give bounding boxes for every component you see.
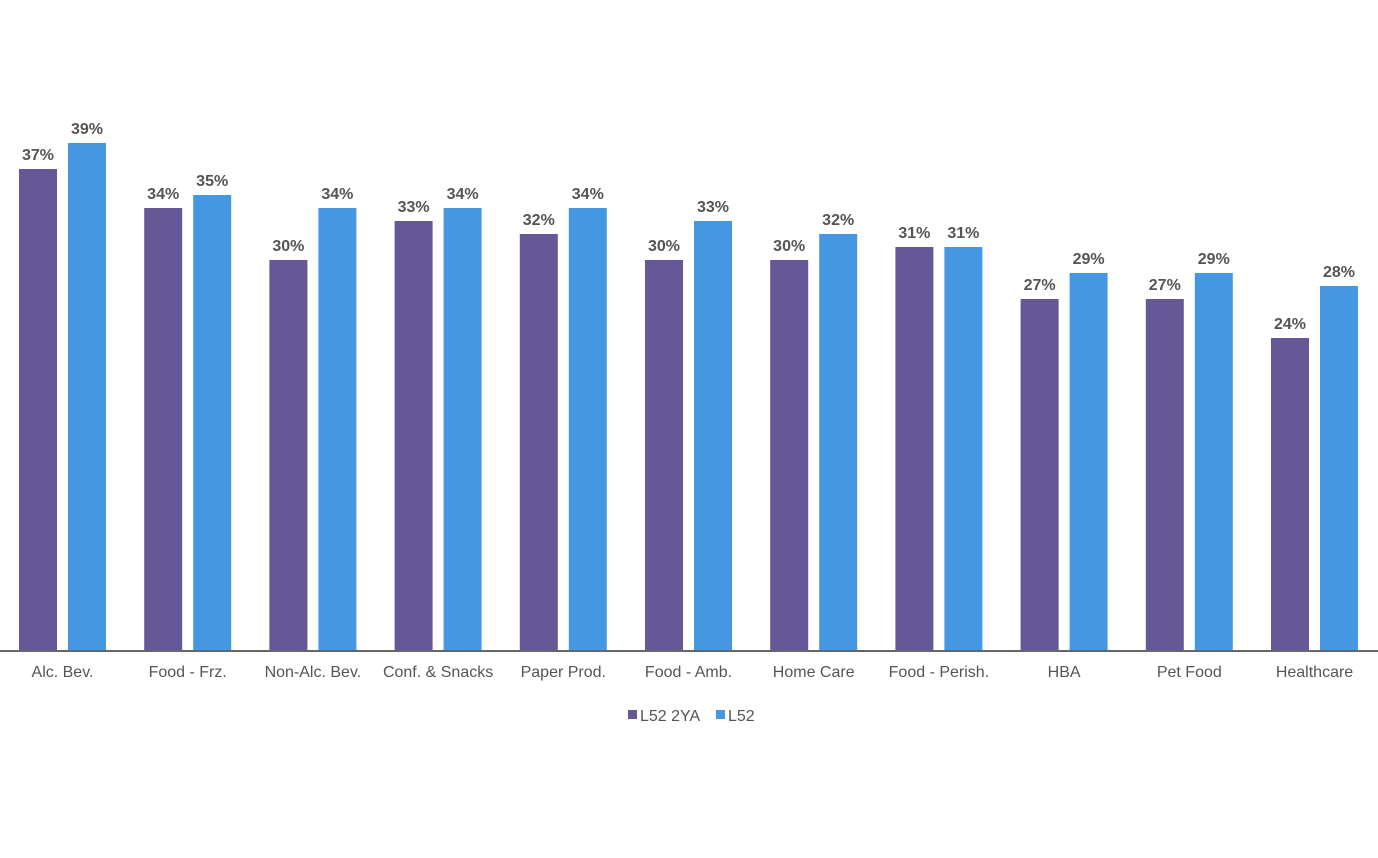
legend-swatch bbox=[628, 710, 637, 719]
category-label: Home Care bbox=[773, 664, 855, 681]
data-label: 35% bbox=[196, 173, 228, 190]
data-label: 29% bbox=[1198, 251, 1230, 268]
data-label: 33% bbox=[697, 199, 729, 216]
bar-l52-5 bbox=[694, 221, 732, 650]
bar-l52-3 bbox=[443, 208, 482, 650]
bar-l52-1 bbox=[193, 195, 232, 650]
category-label: Alc. Bev. bbox=[32, 664, 94, 681]
category-label: Paper Prod. bbox=[521, 664, 606, 681]
category-label: Pet Food bbox=[1157, 664, 1222, 681]
data-label: 31% bbox=[947, 225, 979, 242]
bar-l52-2ya-10 bbox=[1271, 338, 1309, 650]
data-label: 34% bbox=[147, 186, 179, 203]
data-label: 24% bbox=[1274, 316, 1306, 333]
category-labels-group: Alc. Bev. Food - Frz. Non-Alc. Bev. Conf. &… bbox=[32, 664, 1354, 681]
data-label: 34% bbox=[572, 186, 604, 203]
bars-group bbox=[19, 143, 1358, 650]
bar-l52-2ya-6 bbox=[770, 260, 809, 650]
legend-label: L52 bbox=[728, 708, 755, 725]
category-label: Non-Alc. Bev. bbox=[265, 664, 362, 681]
bar-l52-2ya-5 bbox=[645, 260, 683, 650]
data-label: 39% bbox=[71, 121, 103, 138]
data-label: 30% bbox=[272, 238, 304, 255]
bar-l52-2ya-7 bbox=[895, 247, 934, 650]
bar-l52-10 bbox=[1320, 286, 1358, 650]
bar-l52-7 bbox=[944, 247, 983, 650]
bar-l52-2ya-9 bbox=[1145, 299, 1184, 650]
bar-l52-4 bbox=[568, 208, 607, 650]
bar-l52-6 bbox=[819, 234, 858, 650]
data-label: 30% bbox=[773, 238, 805, 255]
data-label: 34% bbox=[321, 186, 353, 203]
bar-l52-2 bbox=[318, 208, 357, 650]
data-label: 28% bbox=[1323, 264, 1355, 281]
category-label: Food - Frz. bbox=[149, 664, 227, 681]
category-label: Conf. & Snacks bbox=[383, 664, 493, 681]
category-label: Food - Amb. bbox=[645, 664, 732, 681]
category-label: HBA bbox=[1048, 664, 1081, 681]
category-label: Food - Perish. bbox=[889, 664, 989, 681]
bar-l52-2ya-8 bbox=[1020, 299, 1059, 650]
data-label: 27% bbox=[1149, 277, 1181, 294]
bar-l52-0 bbox=[68, 143, 106, 650]
bar-l52-9 bbox=[1194, 273, 1233, 650]
value-labels-group: 37% 39% 34% 35% 30% 34% 33% 34% 32% 34% 30% 33% 30% 3… bbox=[22, 121, 1355, 333]
data-label: 31% bbox=[898, 225, 930, 242]
data-label: 32% bbox=[822, 212, 854, 229]
bar-l52-2ya-1 bbox=[144, 208, 183, 650]
data-label: 33% bbox=[398, 199, 430, 216]
data-label: 30% bbox=[648, 238, 680, 255]
data-label: 27% bbox=[1024, 277, 1056, 294]
legend: L52 2YA L52 bbox=[628, 708, 755, 725]
data-label: 34% bbox=[447, 186, 479, 203]
bar-l52-8 bbox=[1069, 273, 1108, 650]
bar-l52-2ya-0 bbox=[19, 169, 57, 650]
data-label: 29% bbox=[1073, 251, 1105, 268]
data-label: 37% bbox=[22, 147, 54, 164]
legend-label: L52 2YA bbox=[640, 708, 701, 725]
bar-l52-2ya-4 bbox=[519, 234, 558, 650]
data-label: 32% bbox=[523, 212, 555, 229]
category-label: Healthcare bbox=[1276, 664, 1353, 681]
bar-l52-2ya-2 bbox=[269, 260, 308, 650]
legend-swatch bbox=[716, 710, 725, 719]
bar-l52-2ya-3 bbox=[394, 221, 433, 650]
